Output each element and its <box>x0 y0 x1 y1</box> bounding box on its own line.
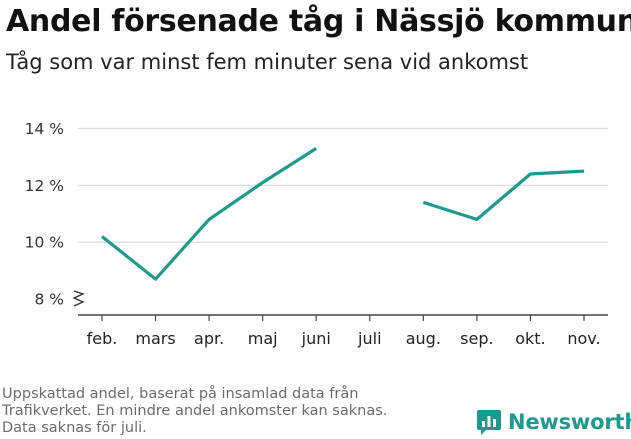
x-tick-label: nov. <box>567 329 600 348</box>
x-tick-label: aug. <box>406 329 441 348</box>
x-tick-label: juni <box>301 329 331 348</box>
footnote: Uppskattad andel, baserat på insamlad da… <box>2 386 452 437</box>
x-tick-label: sep. <box>460 329 493 348</box>
y-tick-label: 8 % <box>34 291 64 309</box>
brand-name: Newsworthy <box>508 410 631 434</box>
x-tick-labels: feb. mars apr. maj juni juli aug. sep. okt. nov. <box>87 315 601 348</box>
series-line-segment <box>422 169 585 221</box>
y-tick-label: 10 % <box>25 234 64 252</box>
newsworthy-chart-icon <box>477 410 501 435</box>
x-tick-label: feb. <box>87 329 118 348</box>
axis-break-icon <box>72 290 85 307</box>
line-chart: 8 % 10 % 12 % 14 % feb. mars apr. maj juni juli a… <box>25 120 608 348</box>
gridlines <box>78 127 608 243</box>
y-tick-label: 12 % <box>25 177 64 195</box>
x-tick-label: okt. <box>515 329 545 348</box>
footnote-line: Trafikverket. En mindre andel ankomster … <box>2 403 388 419</box>
series-line-segment <box>101 147 318 281</box>
x-tick-label: juli <box>357 329 381 348</box>
series-lines <box>101 147 585 281</box>
chart-title: Andel försenade tåg i Nässjö kommun <box>6 4 631 39</box>
x-axis <box>72 290 608 316</box>
y-tick-label: 14 % <box>25 120 64 138</box>
x-tick-label: apr. <box>194 329 224 348</box>
newsworthy-logo: Newsworthy <box>476 408 631 436</box>
footnote-line: Uppskattad andel, baserat på insamlad da… <box>2 386 359 402</box>
x-tick-label: maj <box>248 329 278 348</box>
chart-subtitle: Tåg som var minst fem minuter sena vid a… <box>6 50 529 74</box>
y-tick-labels: 8 % 10 % 12 % 14 % <box>25 120 64 309</box>
footnote-line: Data saknas för juli. <box>2 420 147 436</box>
x-tick-label: mars <box>135 329 175 348</box>
